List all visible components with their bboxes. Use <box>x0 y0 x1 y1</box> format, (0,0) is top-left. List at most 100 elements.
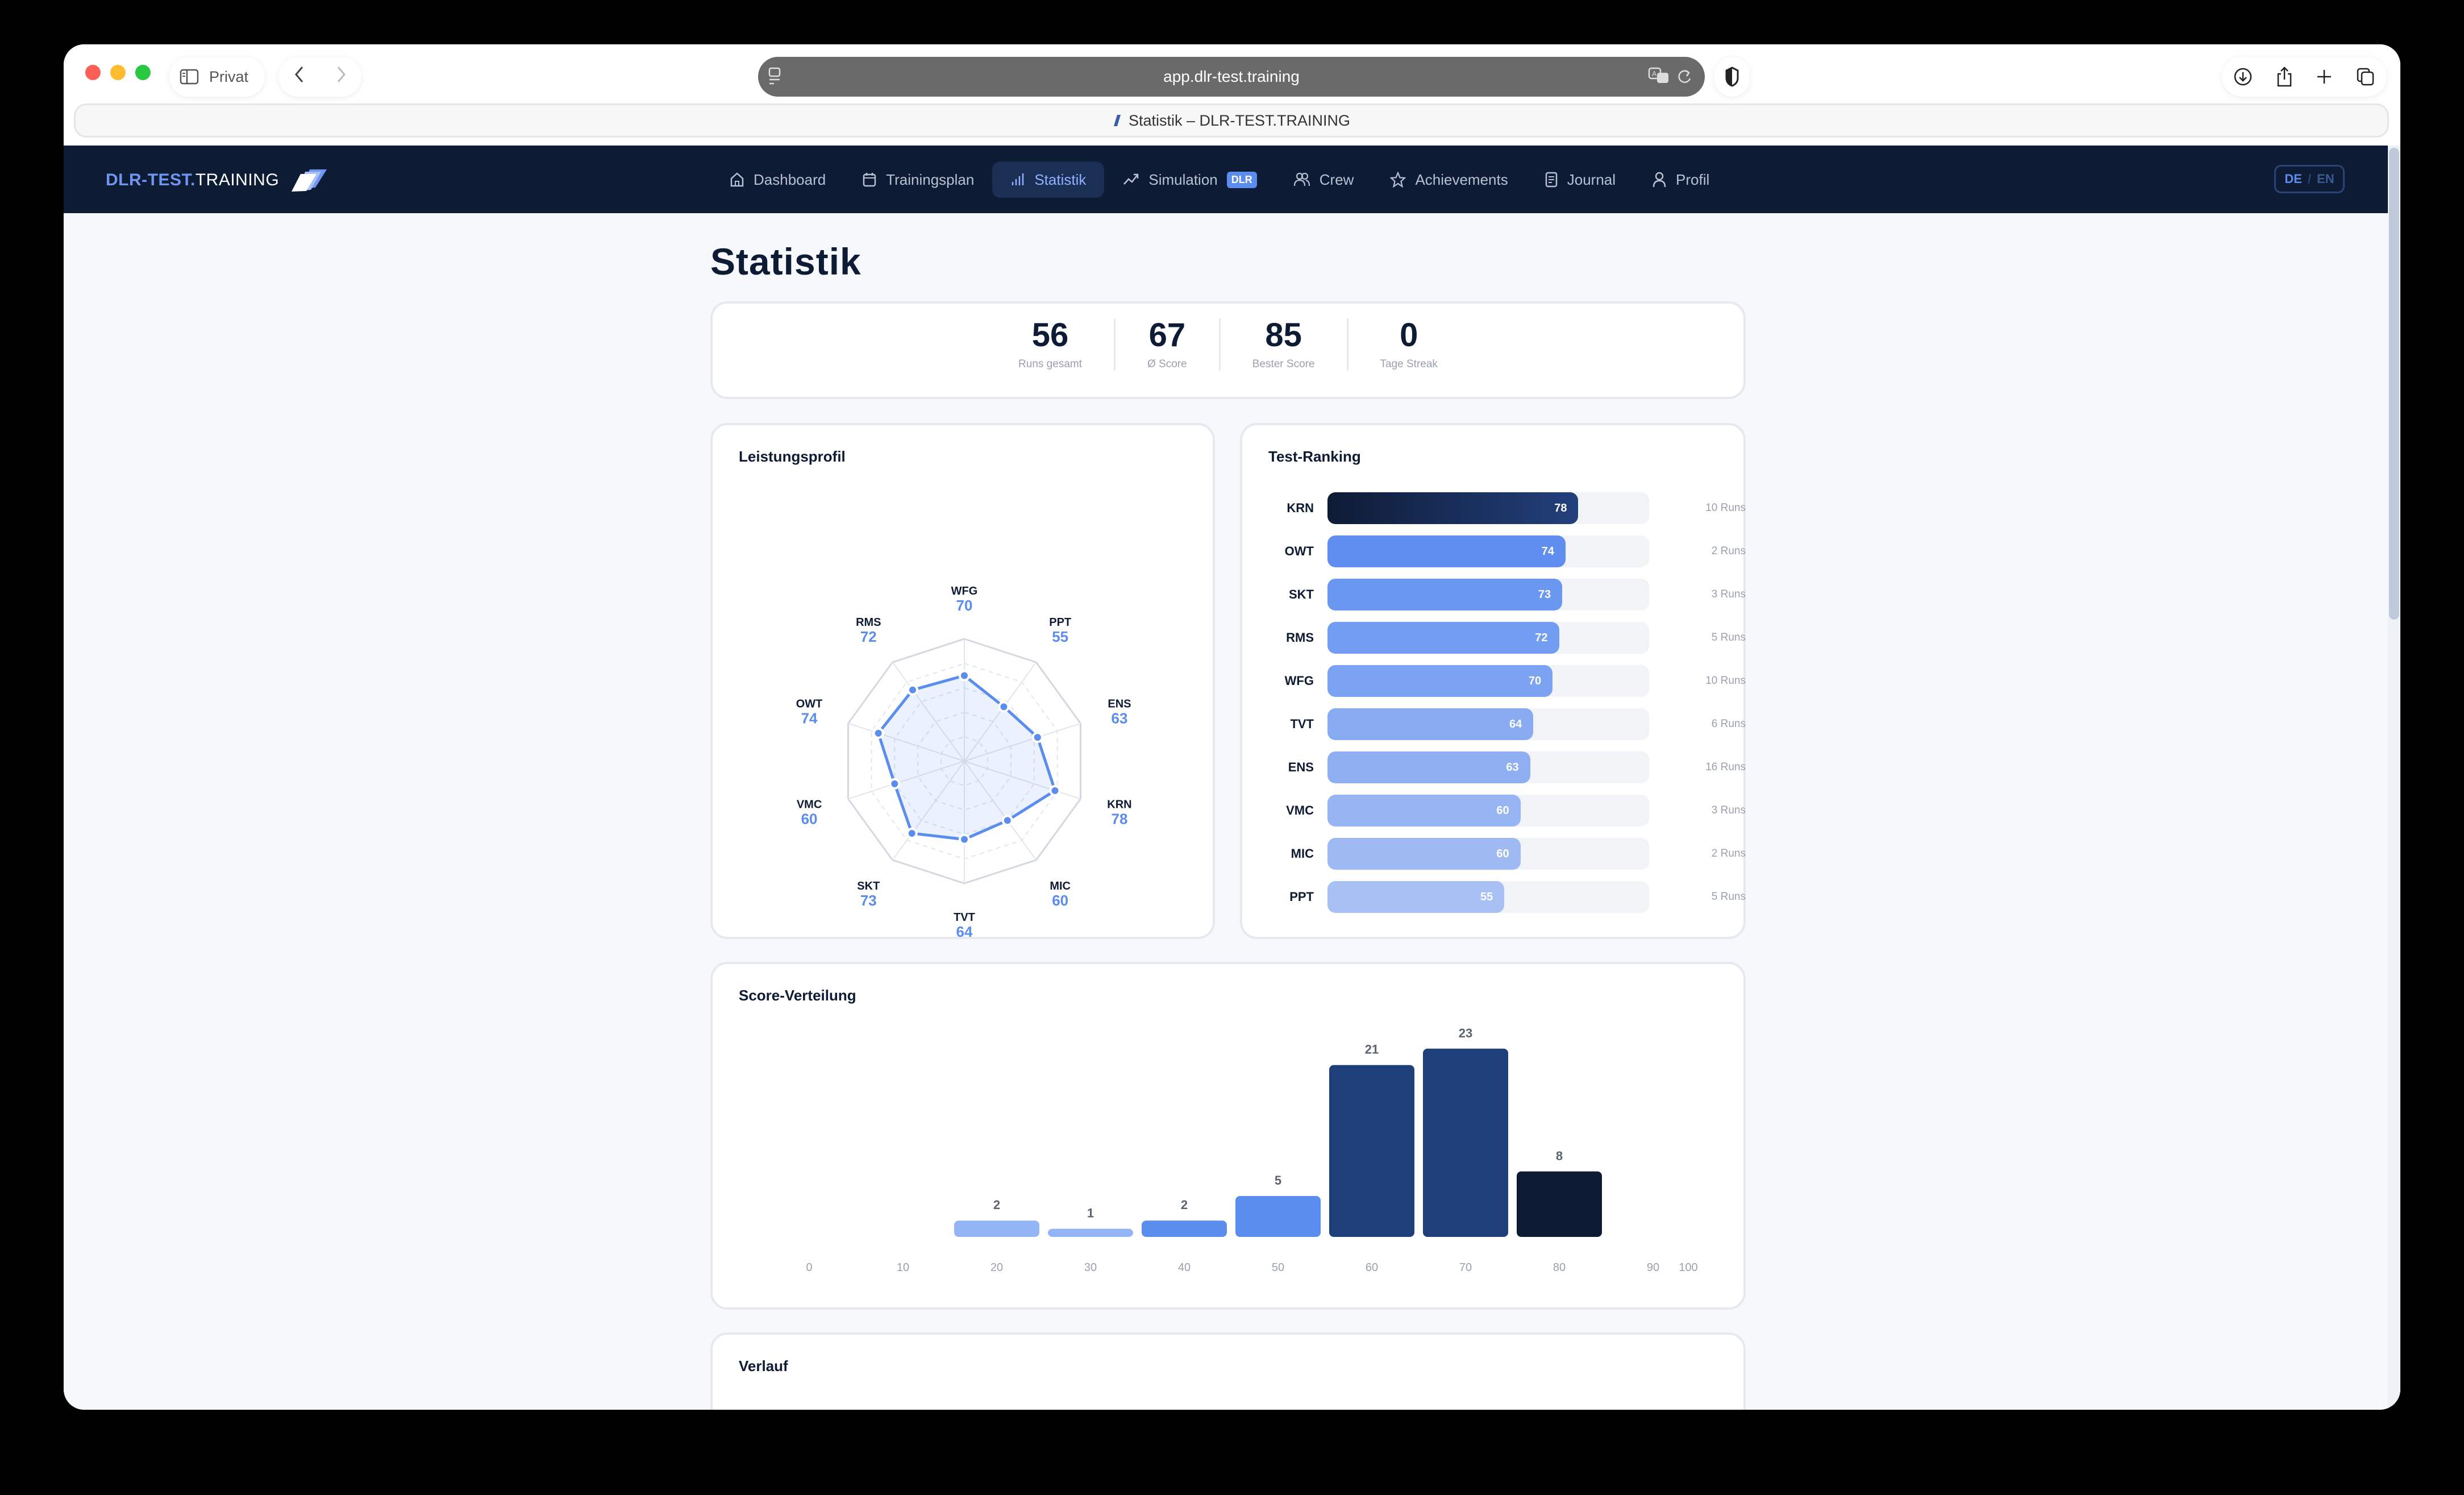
nav-trainingsplan[interactable]: Trainingsplan <box>844 161 992 198</box>
lang-de[interactable]: DE <box>2284 172 2302 186</box>
ranking-row[interactable]: WFG 70 10 Runs <box>1268 665 1746 697</box>
ranking-label: TVT <box>1290 717 1314 731</box>
page-title: Statistik <box>710 240 861 283</box>
radar-point[interactable] <box>998 701 1010 713</box>
histogram-bar[interactable] <box>1142 1220 1227 1237</box>
tab-bar[interactable]: Statistik – DLR-TEST.TRAINING <box>74 103 2389 138</box>
nav-dashboard[interactable]: Dashboard <box>711 161 844 198</box>
tab-overview-icon[interactable] <box>2356 67 2375 86</box>
radar-value: 72 <box>860 628 877 645</box>
ranking-row[interactable]: SKT 73 3 Runs <box>1268 579 1746 611</box>
back-button[interactable] <box>294 65 305 89</box>
stat-value: 0 <box>1400 317 1418 354</box>
reload-icon[interactable] <box>1678 67 1692 85</box>
histogram-card: Score-Verteilung 0 10 20 30 40 50 60 70 80 90 100 2… <box>710 962 1746 1310</box>
radar-point[interactable] <box>1049 784 1061 796</box>
radar-chart: WFG70PPT55ENS63KRN78MIC60TVT64SKT73VMC60… <box>796 585 1132 937</box>
nav-statistik[interactable]: Statistik <box>992 161 1105 198</box>
nav-achievements[interactable]: Achievements <box>1372 161 1526 198</box>
histogram-tick: 20 <box>990 1261 1003 1274</box>
ranking-row[interactable]: PPT 55 5 Runs <box>1268 881 1746 913</box>
radar-card: Leistungsprofil WFG 70 PPT 55 ENS 63 KRN 78 MIC 6… <box>710 423 1215 939</box>
ranking-track: 60 <box>1327 838 1649 870</box>
page-scrollbar[interactable] <box>2388 146 2400 1410</box>
radar-point[interactable] <box>872 727 884 739</box>
nav-simulation-label: Simulation <box>1148 171 1218 188</box>
share-icon[interactable] <box>2276 66 2293 88</box>
ranking-runs: 2 Runs <box>1711 545 1746 557</box>
radar-point[interactable] <box>906 827 918 839</box>
histogram-tick: 40 <box>1178 1261 1191 1274</box>
nav-simulation[interactable]: Simulation DLR <box>1104 161 1275 198</box>
histogram-bar[interactable] <box>1423 1048 1508 1237</box>
page-menu-icon <box>768 67 781 85</box>
ranking-runs: 6 Runs <box>1711 718 1746 730</box>
radar-point[interactable] <box>1001 815 1013 827</box>
zoom-window-button[interactable] <box>135 65 151 80</box>
histogram-count: 2 <box>993 1198 1000 1212</box>
radar-axis <box>848 761 965 800</box>
scrollbar-thumb[interactable] <box>2389 148 2399 620</box>
ranking-row[interactable]: VMC 60 3 Runs <box>1268 795 1746 827</box>
nav-journal[interactable]: Journal <box>1526 161 1634 198</box>
histogram-tick: 10 <box>897 1261 909 1274</box>
browser-window: Privat app.dlr-test.training A Statistik… <box>64 44 2400 1410</box>
app-logo[interactable]: DLR-TEST.TRAINING <box>106 168 328 192</box>
minimize-window-button[interactable] <box>110 65 126 80</box>
download-icon[interactable] <box>2233 67 2253 86</box>
histogram-tick: 60 <box>1366 1261 1378 1274</box>
ranking-row[interactable]: MIC 60 2 Runs <box>1268 838 1746 870</box>
histogram-bar[interactable] <box>1517 1171 1602 1237</box>
forward-button[interactable] <box>335 65 347 89</box>
privacy-shield-button[interactable] <box>1714 57 1750 97</box>
close-window-button[interactable] <box>85 65 101 80</box>
radar-point[interactable] <box>907 684 919 696</box>
nav-crew[interactable]: Crew <box>1275 161 1372 198</box>
star-icon <box>1390 172 1406 188</box>
language-switch[interactable]: DE / EN <box>2274 165 2345 193</box>
radar-axis <box>964 761 1037 861</box>
ranking-runs: 10 Runs <box>1705 502 1746 514</box>
histogram-count: 5 <box>1275 1173 1281 1187</box>
ranking-row[interactable]: RMS 72 5 Runs <box>1268 622 1746 654</box>
translate-icon[interactable]: A <box>1648 67 1671 85</box>
radar-point[interactable] <box>1031 732 1043 744</box>
histogram-bar[interactable] <box>1329 1065 1414 1237</box>
ranking-bar: 63 <box>1327 751 1530 783</box>
page-viewport: DLR-TEST.TRAINING Dashboard Trainingspla… <box>64 146 2400 1410</box>
bar-chart-icon <box>1012 173 1024 185</box>
ranking-label: PPT <box>1289 890 1314 904</box>
histogram-bar[interactable] <box>1235 1196 1321 1237</box>
radar-value: 78 <box>1111 811 1127 828</box>
sidebar-toggle-button[interactable]: Privat <box>169 57 265 97</box>
radar-point[interactable] <box>889 778 901 790</box>
radar-label: SKT <box>857 880 880 892</box>
ranking-row[interactable]: TVT 64 6 Runs <box>1268 708 1746 740</box>
summary-stats: 56 Runs gesamt 67 Ø Score 85 Bester Scor… <box>713 318 1743 371</box>
histogram-bar[interactable] <box>954 1220 1039 1237</box>
ranking-row[interactable]: ENS 63 16 Runs <box>1268 751 1746 783</box>
radar-axis <box>848 722 965 762</box>
new-tab-icon[interactable] <box>2316 68 2333 85</box>
nav-profil[interactable]: Profil <box>1634 161 1728 198</box>
radar-value: 55 <box>1052 628 1068 645</box>
radar-point[interactable] <box>959 833 970 845</box>
ranking-row[interactable]: OWT 74 2 Runs <box>1268 535 1746 567</box>
radar-axis <box>964 722 1081 762</box>
ranking-track: 55 <box>1327 881 1649 913</box>
lang-en[interactable]: EN <box>2317 172 2334 186</box>
radar-value: 73 <box>860 892 877 909</box>
stat-label: Runs gesamt <box>1018 358 1082 370</box>
ranking-row[interactable]: KRN 78 10 Runs <box>1268 492 1746 524</box>
stat-day-streak: 0 Tage Streak <box>1348 318 1470 371</box>
histogram-bar[interactable] <box>1048 1228 1133 1237</box>
url-text: app.dlr-test.training <box>1163 68 1300 85</box>
stat-value: 56 <box>1031 317 1069 354</box>
ranking-label: RMS <box>1286 630 1314 645</box>
radar-point[interactable] <box>959 670 970 682</box>
ranking-track: 73 <box>1327 579 1649 611</box>
address-bar[interactable]: app.dlr-test.training A <box>758 57 1705 97</box>
radar-label: MIC <box>1050 880 1071 892</box>
logo-wing-icon <box>292 169 327 192</box>
stat-value: 67 <box>1148 317 1186 354</box>
